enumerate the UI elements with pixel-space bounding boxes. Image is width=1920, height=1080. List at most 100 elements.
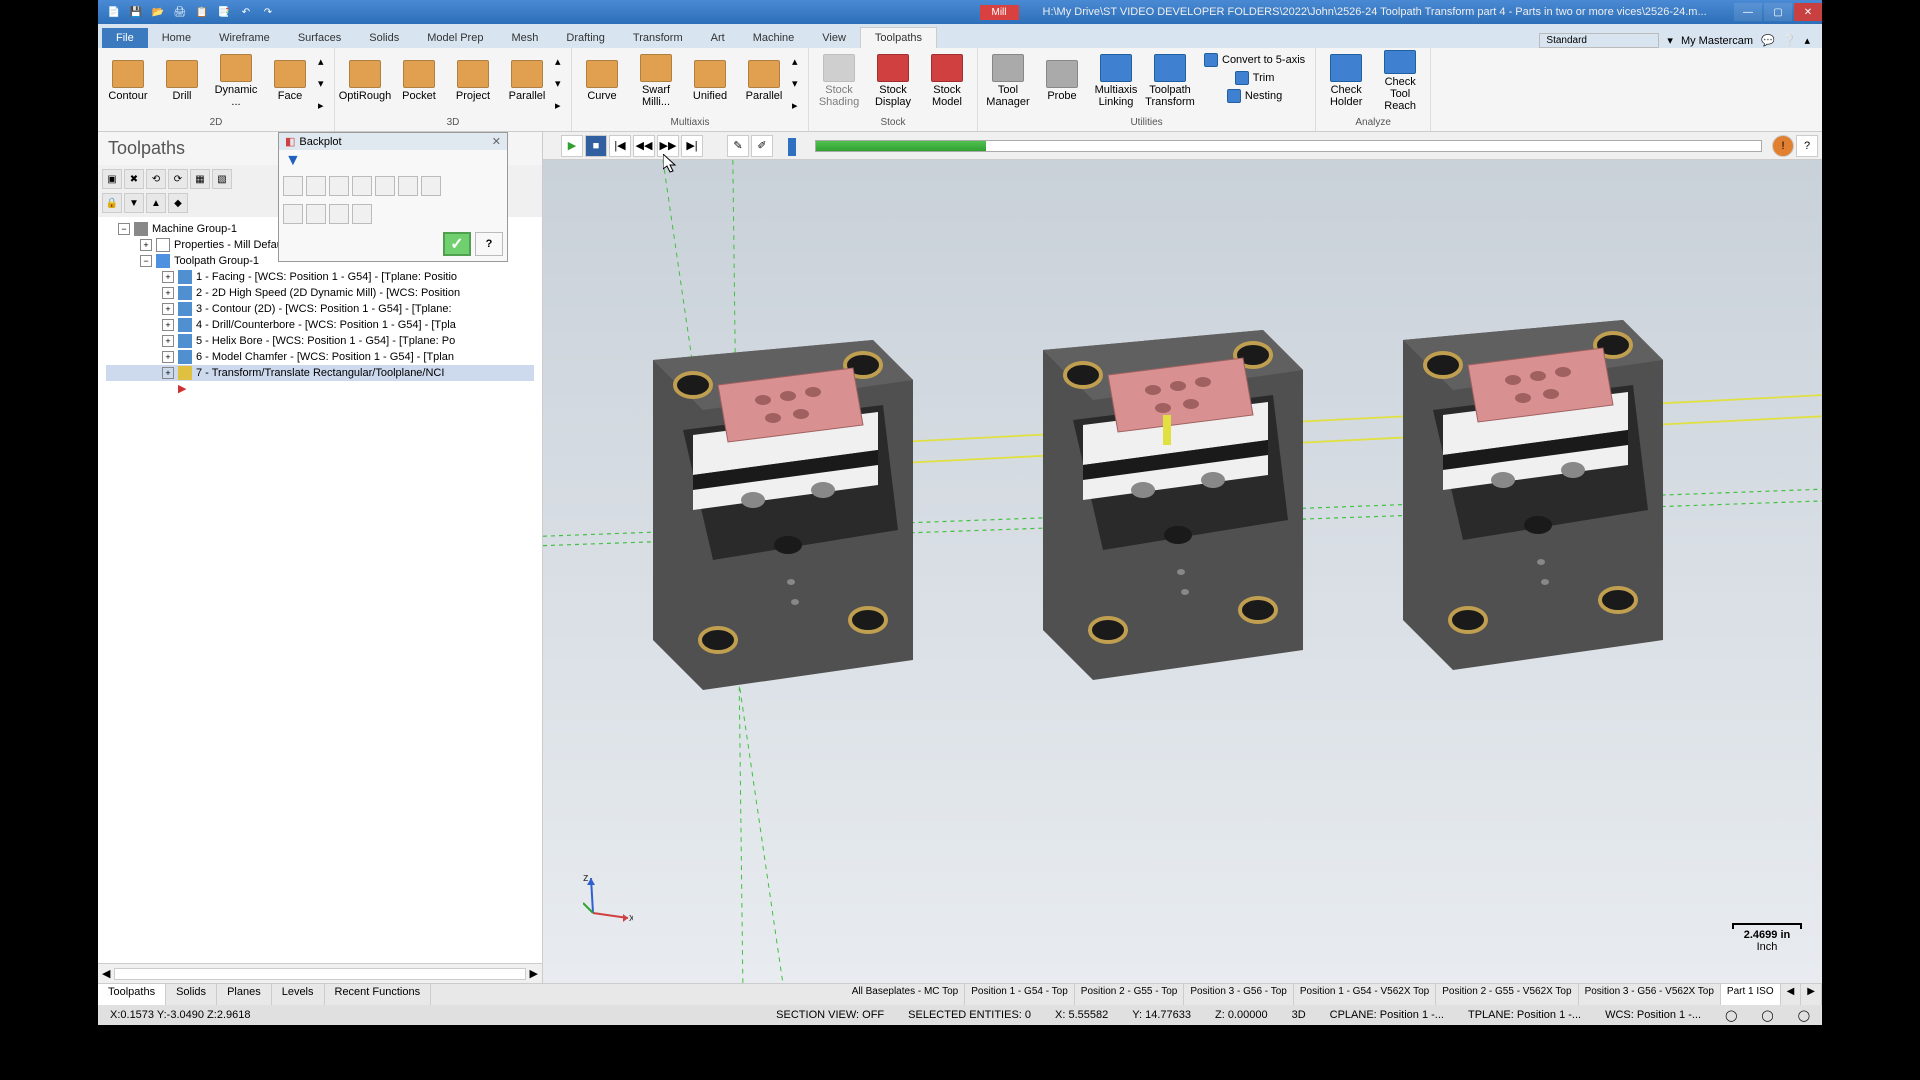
parallel-button[interactable]: Parallel — [501, 50, 553, 112]
search-box[interactable]: Standard — [1539, 33, 1659, 48]
ptbtn-7[interactable]: 🔒 — [102, 193, 122, 213]
stock-model-button[interactable]: Stock Model — [921, 50, 973, 112]
select-icon[interactable]: ▣ — [102, 169, 122, 189]
ptbtn-6[interactable]: ▧ — [212, 169, 232, 189]
close-button[interactable]: ✕ — [1794, 3, 1822, 21]
tab-art[interactable]: Art — [697, 28, 739, 48]
backplot-close[interactable]: ✕ — [492, 135, 501, 148]
tab-surfaces[interactable]: Surfaces — [284, 28, 355, 48]
bp-btn-5[interactable] — [375, 176, 395, 196]
tab-home[interactable]: Home — [148, 28, 205, 48]
parallel-ma-button[interactable]: Parallel — [738, 50, 790, 112]
tab-wireframe[interactable]: Wireframe — [205, 28, 284, 48]
status-icon-2[interactable]: ◯ — [1755, 1009, 1779, 1022]
toolpath-transform-button[interactable]: Toolpath Transform — [1144, 50, 1196, 112]
collapse-ribbon-icon[interactable]: ▴ — [1804, 34, 1810, 47]
tab-machine[interactable]: Machine — [739, 28, 809, 48]
multiaxis-linking-button[interactable]: Multiaxis Linking — [1090, 50, 1142, 112]
tree-op-1[interactable]: +1 - Facing - [WCS: Position 1 - G54] - … — [106, 269, 534, 285]
vp-info-icon[interactable]: ? — [1796, 135, 1818, 157]
stock-shading-button[interactable]: Stock Shading — [813, 50, 865, 112]
view-baseplates[interactable]: All Baseplates - MC Top — [846, 984, 966, 1005]
bp-btn-2[interactable] — [306, 176, 326, 196]
check-holder-button[interactable]: Check Holder — [1320, 50, 1372, 112]
backplot-title[interactable]: ◧ Backplot ✕ — [279, 133, 507, 150]
save-icon[interactable]: 💾 — [128, 4, 144, 20]
bp-btn-11[interactable] — [352, 204, 372, 224]
paste-icon[interactable]: 📑 — [216, 4, 232, 20]
bp-btn-9[interactable] — [306, 204, 326, 224]
trim-button[interactable]: Trim — [1200, 70, 1309, 86]
btab-planes[interactable]: Planes — [217, 984, 272, 1005]
view-pos3-v562x[interactable]: Position 3 - G56 - V562X Top — [1579, 984, 1721, 1005]
progress-bar[interactable] — [815, 140, 1762, 152]
tree-op-7[interactable]: +7 - Transform/Translate Rectangular/Too… — [106, 365, 534, 381]
probe-button[interactable]: Probe — [1036, 50, 1088, 112]
view-nav-left[interactable]: ◀ — [1781, 984, 1802, 1005]
unified-button[interactable]: Unified — [684, 50, 736, 112]
backplot-panel[interactable]: ◧ Backplot ✕ ▼ ✓ — [278, 132, 508, 262]
step-fwd-button[interactable]: ▶| — [681, 135, 703, 157]
project-button[interactable]: Project — [447, 50, 499, 112]
play-button[interactable]: ▶ — [561, 135, 583, 157]
vp-warning-icon[interactable]: ! — [1772, 135, 1794, 157]
tab-view[interactable]: View — [808, 28, 860, 48]
help-icon[interactable]: ❔ — [1783, 34, 1797, 47]
curve-button[interactable]: Curve — [576, 50, 628, 112]
view-pos2-v562x[interactable]: Position 2 - G55 - V562X Top — [1436, 984, 1578, 1005]
btab-recent[interactable]: Recent Functions — [325, 984, 432, 1005]
scroll-left[interactable]: ◀ — [98, 967, 114, 980]
nesting-button[interactable]: Nesting — [1200, 88, 1309, 104]
backplot-ok-button[interactable]: ✓ — [443, 232, 471, 256]
bp-btn-6[interactable] — [398, 176, 418, 196]
backplot-help-button[interactable]: ? — [475, 232, 503, 256]
view-pos3-top[interactable]: Position 3 - G56 - Top — [1184, 984, 1294, 1005]
bp-btn-7[interactable] — [421, 176, 441, 196]
status-icon-3[interactable]: ◯ — [1792, 1009, 1816, 1022]
bp-btn-1[interactable] — [283, 176, 303, 196]
bp-btn-10[interactable] — [329, 204, 349, 224]
viewport[interactable]: ▶ ■ |◀ ◀◀ ▶▶ ▶| ✎ ✐ ! ? — [543, 132, 1822, 983]
rewind-button[interactable]: ◀◀ — [633, 135, 655, 157]
my-mastercam[interactable]: My Mastercam — [1681, 35, 1753, 47]
chat-icon[interactable]: 💬 — [1761, 34, 1775, 47]
tree-op-5[interactable]: +5 - Helix Bore - [WCS: Position 1 - G54… — [106, 333, 534, 349]
step-back-button[interactable]: |◀ — [609, 135, 631, 157]
btab-solids[interactable]: Solids — [166, 984, 217, 1005]
check-toolreach-button[interactable]: Check Tool Reach — [1374, 50, 1426, 112]
dynamic-button[interactable]: Dynamic ... — [210, 50, 262, 112]
tab-solids[interactable]: Solids — [355, 28, 413, 48]
tab-mesh[interactable]: Mesh — [497, 28, 552, 48]
ptbtn-4[interactable]: ⟳ — [168, 169, 188, 189]
status-icon-1[interactable]: ◯ — [1719, 1009, 1743, 1022]
view-part1-iso[interactable]: Part 1 ISO — [1721, 984, 1781, 1005]
bp-btn-8[interactable] — [283, 204, 303, 224]
view-nav-right[interactable]: ▶ — [1801, 984, 1822, 1005]
contour-button[interactable]: Contour — [102, 50, 154, 112]
view-pos2-top[interactable]: Position 2 - G55 - Top — [1075, 984, 1185, 1005]
bp-btn-3[interactable] — [329, 176, 349, 196]
minimize-button[interactable]: — — [1734, 3, 1762, 21]
ptbtn-2[interactable]: ✖ — [124, 169, 144, 189]
swarf-button[interactable]: Swarf Milli... — [630, 50, 682, 112]
pocket-button[interactable]: Pocket — [393, 50, 445, 112]
tree-op-4[interactable]: +4 - Drill/Counterbore - [WCS: Position … — [106, 317, 534, 333]
vp-tool-1[interactable]: ✎ — [727, 135, 749, 157]
file-tab[interactable]: File — [102, 28, 148, 48]
tree-op-6[interactable]: +6 - Model Chamfer - [WCS: Position 1 - … — [106, 349, 534, 365]
maximize-button[interactable]: ▢ — [1764, 3, 1792, 21]
tab-transform[interactable]: Transform — [619, 28, 697, 48]
scroll-right[interactable]: ▶ — [526, 967, 542, 980]
view-pos1-v562x[interactable]: Position 1 - G54 - V562X Top — [1294, 984, 1436, 1005]
undo-icon[interactable]: ↶ — [238, 4, 254, 20]
print-icon[interactable]: 🖨 — [172, 4, 188, 20]
ptbtn-8[interactable]: ▼ — [124, 193, 144, 213]
tab-toolpaths[interactable]: Toolpaths — [860, 27, 937, 48]
stock-display-button[interactable]: Stock Display — [867, 50, 919, 112]
copy-icon[interactable]: 📋 — [194, 4, 210, 20]
face-button[interactable]: Face — [264, 50, 316, 112]
tree-op-3[interactable]: +3 - Contour (2D) - [WCS: Position 1 - G… — [106, 301, 534, 317]
redo-icon[interactable]: ↷ — [260, 4, 276, 20]
btab-levels[interactable]: Levels — [272, 984, 325, 1005]
drill-button[interactable]: Drill — [156, 50, 208, 112]
